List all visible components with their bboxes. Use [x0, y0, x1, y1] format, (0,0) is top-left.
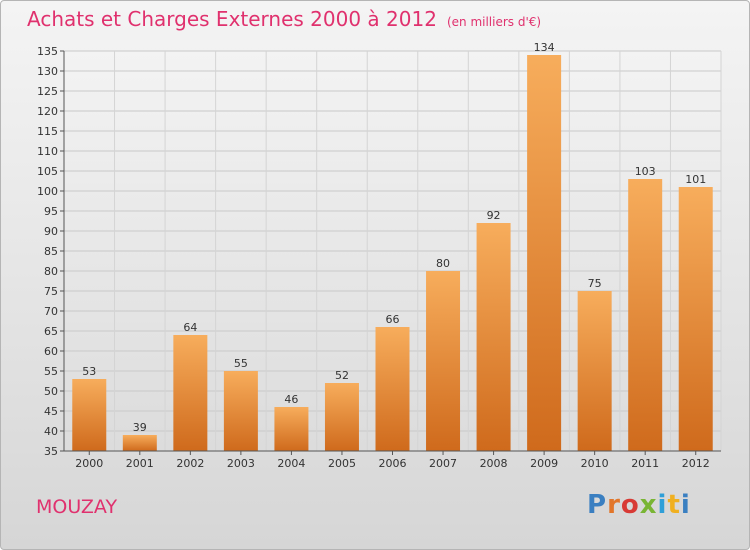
bar [324, 383, 359, 451]
bar-value-label: 103 [635, 165, 656, 178]
bar-value-label: 101 [685, 173, 706, 186]
y-tick-label: 125 [37, 85, 58, 98]
y-tick-label: 115 [37, 125, 58, 138]
bar-value-label: 53 [82, 365, 96, 378]
logo-letter: P [587, 490, 608, 520]
y-tick-label: 45 [44, 405, 58, 418]
y-tick-label: 35 [44, 445, 58, 458]
logo-letter: t [667, 490, 681, 520]
y-tick-label: 130 [37, 65, 58, 78]
bar [173, 335, 208, 451]
bar-value-label: 134 [534, 41, 555, 54]
y-tick-label: 135 [37, 45, 58, 58]
proxiti-logo: Proxiti [587, 490, 691, 520]
commune-name: MOUZAY [36, 496, 118, 518]
y-tick-label: 70 [44, 305, 58, 318]
bar-value-label: 39 [133, 421, 147, 434]
bar [375, 327, 410, 451]
bar [577, 291, 612, 451]
y-tick-label: 110 [37, 145, 58, 158]
logo-letter: o [620, 490, 640, 520]
y-tick-label: 80 [44, 265, 58, 278]
chart-title: Achats et Charges Externes 2000 à 2012 (e… [27, 7, 541, 31]
y-tick-label: 120 [37, 105, 58, 118]
logo-letter: i [680, 490, 691, 520]
chart-subtitle: (en milliers d'€) [446, 15, 542, 29]
y-tick-label: 55 [44, 365, 58, 378]
bar [678, 187, 713, 451]
logo-letter: i [657, 490, 668, 520]
bar-value-label: 55 [234, 357, 248, 370]
logo-letter: r [607, 490, 621, 520]
logo-letter: x [639, 490, 658, 520]
bar-value-label: 64 [183, 321, 197, 334]
x-tick-label: 2007 [429, 457, 457, 470]
bar [72, 379, 107, 451]
bar [122, 435, 157, 451]
x-tick-label: 2006 [379, 457, 407, 470]
x-tick-label: 2003 [227, 457, 255, 470]
x-tick-label: 2002 [176, 457, 204, 470]
bar [628, 179, 663, 451]
bar-value-label: 92 [487, 209, 501, 222]
x-tick-label: 2011 [631, 457, 659, 470]
x-tick-label: 2010 [581, 457, 609, 470]
bar [274, 407, 309, 451]
x-tick-label: 2005 [328, 457, 356, 470]
y-tick-label: 105 [37, 165, 58, 178]
y-tick-label: 100 [37, 185, 58, 198]
bar [426, 271, 461, 451]
bar-value-label: 46 [284, 393, 298, 406]
y-tick-label: 95 [44, 205, 58, 218]
y-tick-label: 75 [44, 285, 58, 298]
y-tick-label: 60 [44, 345, 58, 358]
bar-value-label: 75 [588, 277, 602, 290]
chart-title-main: Achats et Charges Externes 2000 à 2012 [27, 7, 437, 31]
bar-value-label: 66 [386, 313, 400, 326]
x-tick-label: 2004 [277, 457, 305, 470]
x-tick-label: 2012 [682, 457, 710, 470]
y-tick-label: 85 [44, 245, 58, 258]
bar [223, 371, 258, 451]
x-tick-label: 2009 [530, 457, 558, 470]
x-tick-label: 2001 [126, 457, 154, 470]
bar-value-label: 80 [436, 257, 450, 270]
x-tick-label: 2000 [75, 457, 103, 470]
y-tick-label: 65 [44, 325, 58, 338]
y-tick-label: 90 [44, 225, 58, 238]
x-tick-label: 2008 [480, 457, 508, 470]
bar-value-label: 52 [335, 369, 349, 382]
y-tick-label: 40 [44, 425, 58, 438]
bar [476, 223, 511, 451]
bar [527, 55, 562, 451]
y-tick-label: 50 [44, 385, 58, 398]
